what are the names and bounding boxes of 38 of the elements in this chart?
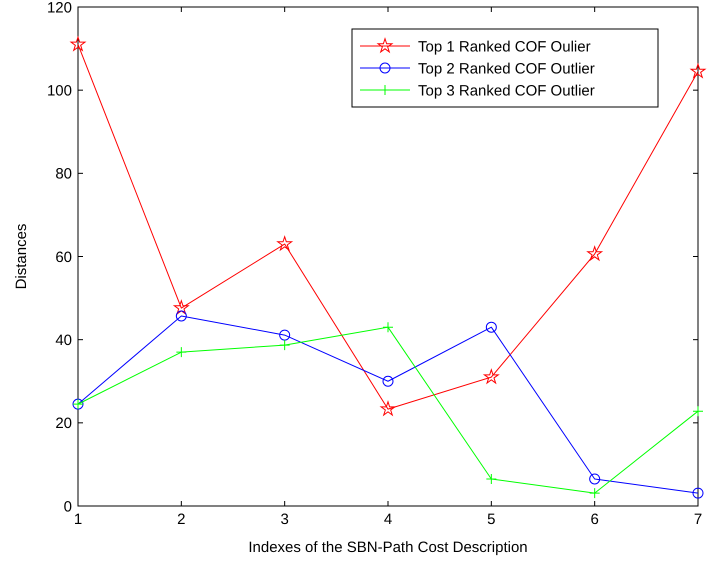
point [690,64,706,78]
x-tick-label: 5 [487,511,496,528]
x-axis-title: Indexes of the SBN-Path Cost Description [248,539,528,556]
y-tick-label: 60 [55,248,72,266]
y-tick-label: 100 [46,82,72,100]
legend-label: Top 1 Ranked COF Oulier [418,38,591,56]
y-tick-label: 80 [55,166,72,183]
y-tick-label: 40 [55,332,72,349]
legend-label: Top 3 Ranked COF Outlier [418,82,595,100]
x-tick-label: 3 [280,511,289,528]
point [587,246,602,260]
point [589,488,600,499]
x-tick-label: 7 [694,511,702,528]
point [382,322,394,333]
y-tick-label: 0 [64,498,72,516]
point [176,346,187,358]
point [279,330,290,341]
point [382,376,394,387]
point [486,473,497,484]
x-tick-label: 1 [74,511,82,528]
point [176,310,187,322]
point [279,340,290,351]
y-tick-label: 20 [55,415,72,432]
point [692,406,704,417]
point [174,300,189,314]
point [692,488,704,499]
x-tick-label: 2 [177,511,186,528]
y-tick-label: 120 [46,0,72,16]
point [380,401,396,416]
point [484,369,499,384]
y-axis-title: Distances [13,224,30,290]
x-tick-label: 4 [384,511,392,528]
x-tick-label: 6 [590,511,599,528]
point [589,473,600,484]
point [277,236,292,250]
point [70,36,86,51]
legend-label: Top 2 Ranked COF Outlier [418,60,595,78]
point [486,322,497,333]
